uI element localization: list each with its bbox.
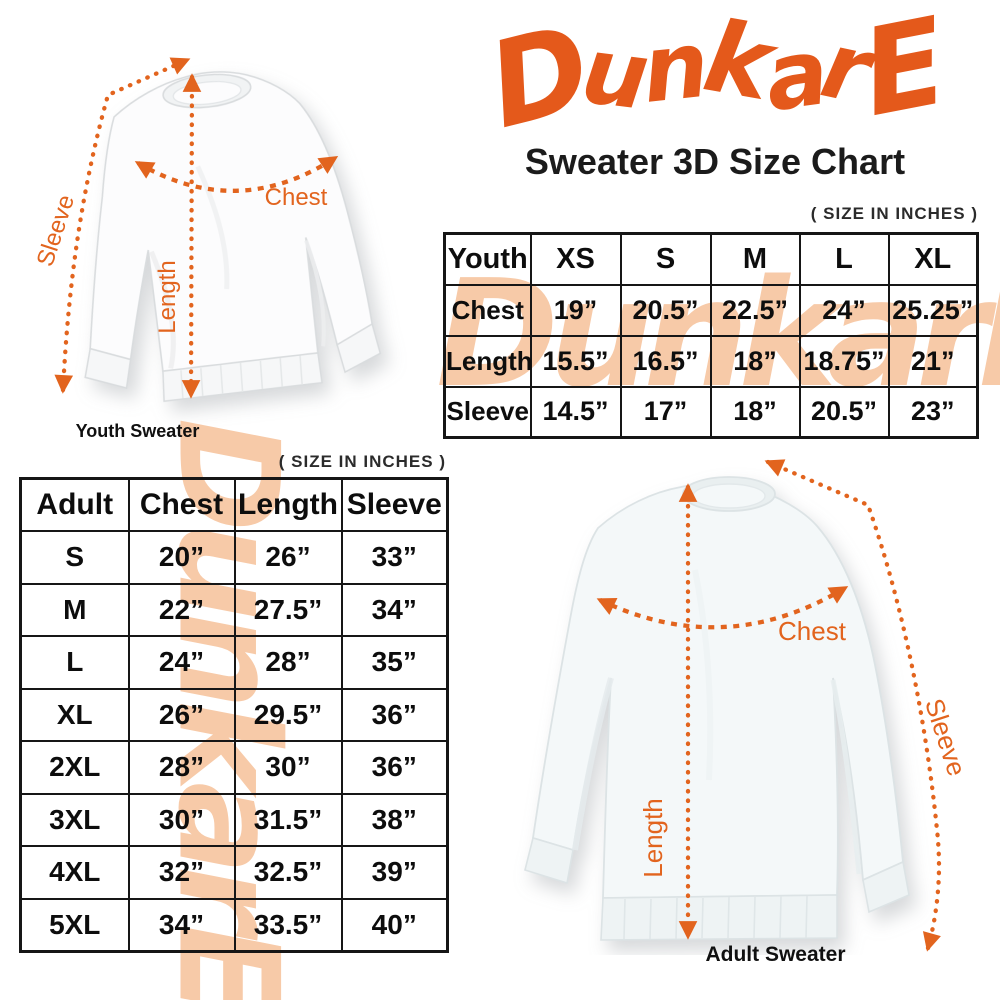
column-header: XS <box>529 232 622 286</box>
size-value: 24” <box>127 635 236 690</box>
table-row: Length 15.5” 16.5” 18” 18.75” 21” <box>443 334 979 388</box>
table-row: Sleeve 14.5” 17” 18” 20.5” 23” <box>443 385 979 439</box>
size-value: 34” <box>127 897 236 952</box>
row-label: M <box>19 582 130 637</box>
youth-length-label: Length <box>154 260 181 333</box>
column-header: S <box>619 232 712 286</box>
column-header: Sleeve <box>340 477 449 532</box>
youth-size-note: ( SIZE IN INCHES ) <box>810 204 978 223</box>
size-value: 31.5” <box>233 792 343 847</box>
row-label: S <box>19 530 130 585</box>
size-value: 18” <box>709 334 801 388</box>
size-value: 20.5” <box>619 283 712 337</box>
size-value: 25.25” <box>887 283 979 337</box>
table-row: Adult Chest Length Sleeve <box>19 477 449 532</box>
table-row: S 20” 26” 33” <box>19 530 449 585</box>
size-value: 30” <box>127 792 236 847</box>
row-label: Length <box>443 334 533 388</box>
size-value: 33.5” <box>233 897 343 952</box>
size-value: 29.5” <box>233 687 343 742</box>
table-row: 3XL 30” 31.5” 38” <box>19 792 449 847</box>
size-value: 34” <box>340 582 449 637</box>
column-header: L <box>798 232 890 286</box>
size-value: 33” <box>340 530 449 585</box>
adult-chest-label: Chest <box>778 616 847 646</box>
size-value: 38” <box>340 792 449 847</box>
youth-chest-measure-line <box>134 155 339 193</box>
table-row: M 22” 27.5” 34” <box>19 582 449 637</box>
size-value: 24” <box>798 283 890 337</box>
table-row: 2XL 28” 30” 36” <box>19 740 449 795</box>
table-row: Chest 19” 20.5” 22.5” 24” 25.25” <box>443 283 979 337</box>
youth-caption: Youth Sweater <box>75 421 200 441</box>
size-value: 35” <box>340 635 449 690</box>
size-value: 40” <box>340 897 449 952</box>
adult-length-label: Length <box>638 798 668 878</box>
table-row: L 24” 28” 35” <box>19 635 449 690</box>
size-value: 26” <box>233 530 343 585</box>
adult-size-table: Adult Chest Length Sleeve S 20” 26” 33” … <box>19 477 449 953</box>
youth-size-table: Youth XS S M L XL Chest 19” 20.5” 22.5” … <box>443 232 979 439</box>
corner-header: Youth <box>443 232 532 286</box>
size-value: 20.5” <box>798 385 890 439</box>
size-value: 30” <box>233 740 343 795</box>
adult-sweater-illustration <box>524 476 910 941</box>
size-value: 21” <box>887 334 979 388</box>
adult-chest-measure-line <box>596 586 849 630</box>
size-value: 36” <box>340 740 449 795</box>
row-label: 5XL <box>19 897 130 952</box>
column-header: XL <box>887 232 979 286</box>
adult-size-note: ( SIZE IN INCHES ) <box>278 452 446 471</box>
size-value: 15.5” <box>529 334 622 388</box>
row-label: Sleeve <box>443 385 532 439</box>
adult-sleeve-label: Sleeve <box>919 695 972 780</box>
column-header: M <box>709 232 801 286</box>
logo-letter: E <box>850 0 953 144</box>
table-row: XL 26” 29.5” 36” <box>19 687 449 742</box>
row-label: 4XL <box>19 845 130 900</box>
size-value: 32.5” <box>233 845 343 900</box>
youth-length-measure-line <box>181 73 202 399</box>
column-header: Length <box>233 477 343 532</box>
adult-sweater-diagram: Sleeve Length Chest <box>524 459 972 952</box>
size-value: 27.5” <box>233 582 343 637</box>
size-value: 22.5” <box>709 283 801 337</box>
size-value: 18” <box>709 385 801 439</box>
size-value: 14.5” <box>529 385 622 439</box>
size-value: 28” <box>127 740 236 795</box>
table-row: 5XL 34” 33.5” 40” <box>19 897 449 952</box>
adult-caption: Adult Sweater <box>705 943 846 966</box>
size-value: 19” <box>529 283 622 337</box>
page-title: Sweater 3D Size Chart <box>524 141 906 182</box>
size-value: 17” <box>619 385 712 439</box>
size-value: 18.75” <box>798 334 890 388</box>
table-row: 4XL 32” 32.5” 39” <box>19 845 449 900</box>
row-label: Chest <box>443 283 532 337</box>
size-value: 39” <box>340 845 449 900</box>
size-value: 16.5” <box>619 334 712 388</box>
size-value: 23” <box>887 385 979 439</box>
row-label: XL <box>19 687 130 742</box>
size-value: 20” <box>127 530 236 585</box>
column-header: Chest <box>127 477 236 532</box>
size-value: 26” <box>127 687 236 742</box>
youth-sweater-diagram: Sleeve Length Chest <box>32 57 382 403</box>
column-header: Adult <box>19 477 130 532</box>
size-value: 36” <box>340 687 449 742</box>
adult-sleeve-measure-line <box>764 459 942 952</box>
row-label: 3XL <box>19 792 130 847</box>
size-value: 22” <box>127 582 236 637</box>
youth-chest-label: Chest <box>265 184 328 211</box>
table-row: Youth XS S M L XL <box>443 232 979 286</box>
row-label: L <box>19 635 130 690</box>
size-value: 28” <box>233 635 343 690</box>
row-label: 2XL <box>19 740 130 795</box>
size-value: 32” <box>127 845 236 900</box>
